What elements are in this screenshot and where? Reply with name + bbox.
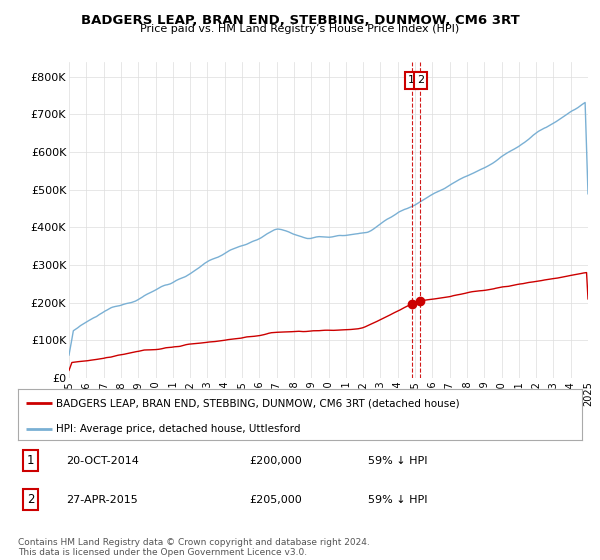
Text: Contains HM Land Registry data © Crown copyright and database right 2024.
This d: Contains HM Land Registry data © Crown c… — [18, 538, 370, 557]
Text: 59% ↓ HPI: 59% ↓ HPI — [368, 456, 427, 465]
Text: HPI: Average price, detached house, Uttlesford: HPI: Average price, detached house, Uttl… — [56, 423, 301, 433]
Text: 59% ↓ HPI: 59% ↓ HPI — [368, 495, 427, 505]
Text: BADGERS LEAP, BRAN END, STEBBING, DUNMOW, CM6 3RT: BADGERS LEAP, BRAN END, STEBBING, DUNMOW… — [80, 14, 520, 27]
Text: 20-OCT-2014: 20-OCT-2014 — [66, 456, 139, 465]
Text: £205,000: £205,000 — [249, 495, 302, 505]
Text: 2: 2 — [26, 493, 34, 506]
Text: BADGERS LEAP, BRAN END, STEBBING, DUNMOW, CM6 3RT (detached house): BADGERS LEAP, BRAN END, STEBBING, DUNMOW… — [56, 398, 460, 408]
Text: 1: 1 — [408, 76, 415, 86]
Text: £200,000: £200,000 — [249, 456, 302, 465]
Text: 2: 2 — [416, 76, 424, 86]
Text: Price paid vs. HM Land Registry’s House Price Index (HPI): Price paid vs. HM Land Registry’s House … — [140, 24, 460, 34]
Text: 27-APR-2015: 27-APR-2015 — [66, 495, 137, 505]
Text: 1: 1 — [26, 454, 34, 467]
